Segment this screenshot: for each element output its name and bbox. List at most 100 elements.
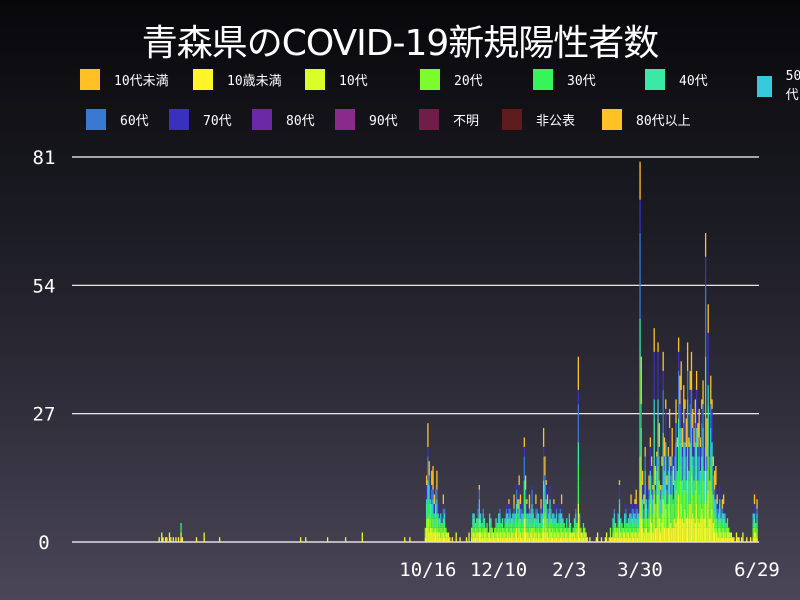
bar-segment — [640, 442, 642, 466]
bar-segment — [612, 532, 614, 538]
bar-segment — [671, 518, 673, 528]
bar-segment — [726, 527, 729, 533]
bar-segment — [487, 532, 489, 538]
bar-segment — [569, 522, 572, 528]
bar-segment — [429, 489, 432, 500]
bar-segment — [623, 532, 626, 538]
bar-segment — [436, 527, 438, 533]
bar-segment — [495, 532, 497, 538]
legend-item: 90代 — [335, 109, 398, 130]
bar-segment — [671, 480, 673, 495]
bar-segment — [509, 518, 511, 523]
bar-segment — [720, 522, 722, 528]
bar-segment — [559, 508, 561, 514]
bar-segment — [731, 537, 734, 542]
bar-segment — [640, 465, 642, 481]
bar-segment — [545, 499, 547, 504]
bar-segment — [532, 522, 534, 528]
bar-segment — [530, 537, 532, 542]
bar-segment — [505, 527, 507, 533]
bar-segment — [613, 537, 615, 542]
bar-segment — [168, 532, 171, 538]
bar-segment — [649, 456, 651, 471]
legend-swatch — [757, 75, 772, 97]
legend-item: 10歳未満 — [193, 69, 282, 90]
legend-label: 80代 — [286, 114, 315, 129]
legend-swatch — [169, 109, 189, 130]
bar-segment — [752, 518, 754, 523]
bar-segment — [683, 475, 685, 490]
bar-segment — [436, 503, 438, 514]
bar-segment — [568, 518, 570, 523]
bar-segment — [676, 446, 678, 457]
bar-segment — [676, 470, 678, 481]
bar-segment — [631, 537, 633, 542]
bar-segment — [649, 518, 651, 528]
bar-segment — [632, 513, 635, 519]
bar-segment — [526, 537, 528, 542]
bar-segment — [554, 532, 556, 538]
bar-segment — [689, 503, 691, 519]
bar-segment — [661, 475, 663, 485]
bar-segment — [614, 527, 617, 533]
bar-segment — [504, 537, 506, 542]
bar-segment — [617, 532, 619, 538]
bar-segment — [650, 465, 653, 476]
bar-segment — [513, 513, 515, 519]
bar-segment — [546, 508, 549, 514]
bar-segment — [518, 518, 520, 528]
bar-segment — [496, 527, 498, 533]
bar-segment — [519, 494, 522, 504]
bar-segment — [551, 527, 554, 533]
bar-segment — [749, 537, 752, 542]
bar-segment — [554, 522, 556, 528]
bar-segment — [698, 408, 700, 428]
bar-segment — [735, 537, 738, 542]
bar-segment — [510, 537, 513, 542]
y-tick-label: 27 — [33, 404, 56, 426]
bar-segment — [626, 527, 628, 533]
bar-segment — [514, 503, 516, 509]
bar-segment — [604, 537, 606, 542]
bar-segment — [442, 537, 444, 542]
bar-segment — [630, 494, 632, 504]
bar-segment — [665, 408, 667, 424]
bar-segment — [702, 442, 704, 466]
bar-segment — [474, 527, 477, 533]
bar-segment — [577, 518, 579, 542]
bar-segment — [540, 503, 542, 509]
bar-segment — [559, 518, 561, 523]
bar-segment — [559, 537, 561, 542]
bar-segment — [677, 399, 680, 419]
bar-segment — [613, 518, 615, 523]
bar-segment — [562, 537, 564, 542]
bar-segment — [580, 532, 582, 538]
bar-segment — [474, 522, 477, 528]
bar-segment — [676, 503, 678, 519]
bar-segment — [680, 361, 682, 390]
bar-segment — [663, 480, 666, 495]
bar-segment — [575, 532, 577, 538]
bar-segment — [645, 484, 648, 490]
bar-segment — [634, 527, 636, 533]
bar-segment — [671, 427, 673, 447]
bar-segment — [476, 532, 478, 538]
bar-segment — [693, 503, 695, 519]
bar-segment — [616, 527, 618, 533]
bar-segment — [175, 537, 177, 542]
bar-segment — [536, 518, 538, 523]
bar-segment — [701, 408, 703, 424]
bar-segment — [541, 513, 543, 519]
bar-segment — [431, 499, 433, 504]
bar-segment — [656, 480, 658, 495]
bar-segment — [434, 489, 437, 500]
bar-segment — [608, 537, 610, 542]
bar-segment — [537, 518, 540, 523]
bar-segment — [729, 532, 731, 538]
bar-segment — [544, 494, 546, 504]
bar-segment — [654, 513, 657, 519]
bar-segment — [663, 456, 666, 471]
bar-segment — [641, 489, 644, 500]
bar-segment — [690, 432, 693, 457]
bar-segment — [724, 527, 726, 533]
